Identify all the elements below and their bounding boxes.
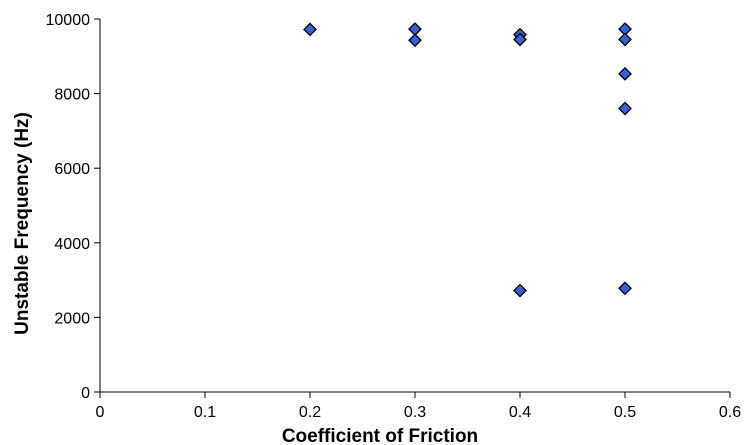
y-tick-label: 6000 bbox=[54, 161, 90, 178]
y-tick-label: 10000 bbox=[46, 12, 91, 29]
y-tick-label: 8000 bbox=[54, 87, 90, 104]
x-ticks: 0 0.1 0.2 0.3 0.4 0.5 0.6 bbox=[96, 392, 741, 421]
y-tick-label: 4000 bbox=[54, 236, 90, 253]
x-tick-label: 0.3 bbox=[404, 404, 426, 421]
y-axis-title: Unstable Frequency (Hz) bbox=[12, 112, 33, 335]
x-tick-label: 0.4 bbox=[509, 404, 531, 421]
data-point bbox=[303, 22, 317, 37]
x-tick-label: 0.6 bbox=[719, 404, 741, 421]
x-axis-title: Coefficient of Friction bbox=[282, 426, 478, 445]
x-tick-label: 0 bbox=[96, 404, 105, 421]
data-point bbox=[408, 33, 422, 48]
y-tick-label: 0 bbox=[81, 385, 90, 402]
axes bbox=[99, 19, 730, 393]
x-tick-label: 0.5 bbox=[614, 404, 636, 421]
x-tick-label: 0.2 bbox=[299, 404, 321, 421]
data-point bbox=[618, 32, 632, 47]
data-point bbox=[408, 22, 422, 36]
data-point bbox=[513, 32, 527, 47]
x-tick-label: 0.1 bbox=[194, 404, 216, 421]
data-point bbox=[513, 283, 527, 298]
data-point bbox=[618, 66, 632, 81]
data-points bbox=[303, 22, 632, 298]
data-point bbox=[618, 101, 632, 116]
data-point bbox=[618, 281, 632, 296]
y-tick-label: 2000 bbox=[54, 310, 90, 327]
y-ticks: 0 2000 4000 6000 8000 10000 bbox=[46, 12, 100, 402]
